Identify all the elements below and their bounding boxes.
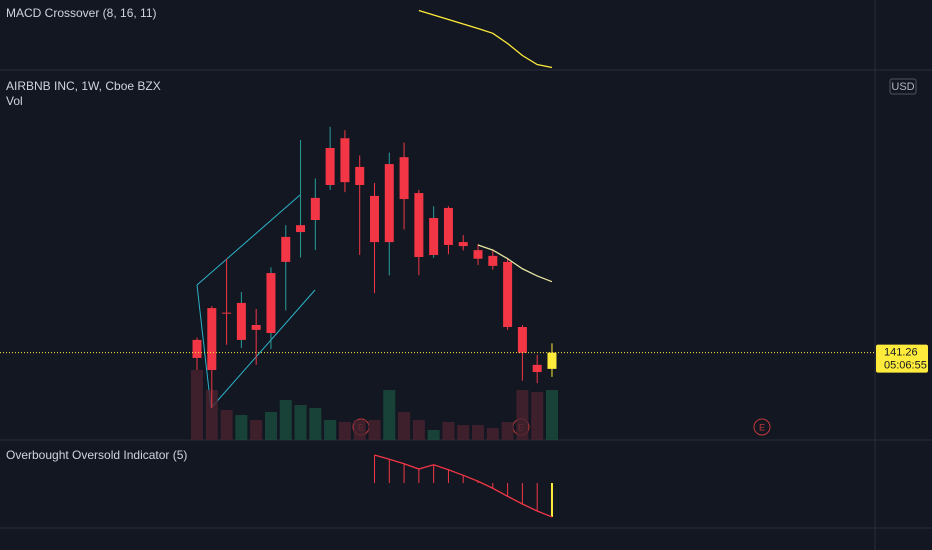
candle-body [473, 250, 483, 259]
candle-body [192, 339, 202, 358]
candle-body [443, 207, 453, 245]
candle-body [251, 324, 261, 330]
volume-bar [398, 412, 411, 440]
volume-bar [279, 400, 292, 440]
candle-body [340, 138, 350, 183]
candle-body [429, 218, 439, 255]
indicator-title: MACD Crossover (8, 16, 11) [6, 6, 157, 20]
candle-body [384, 164, 394, 243]
volume-bar [235, 415, 248, 440]
countdown: 05:06:55 [884, 360, 927, 372]
volume-bar [545, 390, 558, 440]
candle-body [399, 157, 409, 200]
candle-body [532, 364, 542, 373]
trend-line [210, 289, 316, 409]
candle-body [281, 236, 291, 262]
marks [0, 9, 875, 518]
volume-bar [383, 390, 396, 440]
volume-bar [472, 425, 485, 440]
trend-line [196, 194, 301, 286]
volume-bar [338, 422, 351, 440]
volume-bar [220, 410, 233, 440]
candle-body [266, 273, 276, 334]
volume-bar [353, 420, 366, 440]
oscillator-line [374, 454, 553, 518]
chart-subtitle: Vol [6, 94, 23, 108]
candle-body [488, 255, 498, 266]
volume-bar [457, 425, 470, 440]
price-tag [876, 344, 928, 373]
candle-body [547, 352, 557, 369]
volume-bar [294, 405, 307, 440]
candle-body [355, 166, 365, 186]
candle-body [222, 312, 232, 314]
currency-box[interactable] [889, 78, 917, 95]
volume-bar [442, 422, 455, 440]
volume-bar [516, 390, 529, 440]
volume-bar [531, 392, 544, 440]
volume-bar [412, 420, 425, 440]
candle-body [503, 261, 513, 327]
candle-body [517, 326, 527, 353]
candle-body [207, 308, 217, 371]
macd-line [418, 9, 553, 69]
candle-body [236, 302, 246, 340]
candle-body [325, 148, 335, 186]
volume-bar [309, 408, 322, 440]
candle-body [369, 195, 379, 243]
moving-average [477, 244, 553, 283]
candle-body [296, 225, 306, 233]
last-price: 141.26 [884, 347, 918, 359]
volume-bar [486, 428, 499, 440]
candle-body [310, 197, 320, 221]
earnings-marker[interactable] [753, 418, 771, 436]
indicator-title: Overbought Oversold Indicator (5) [6, 448, 187, 462]
candle-body [414, 193, 424, 258]
volume-bar [264, 412, 277, 440]
chart-title: AIRBNB INC, 1W, Cboe BZX [6, 79, 161, 93]
volume-bar [324, 420, 337, 440]
currency: USD [891, 81, 914, 93]
volume-bar [427, 430, 440, 440]
volume-bar [501, 422, 514, 440]
volume-bar [250, 420, 263, 440]
volume-bar [205, 390, 218, 440]
volume-bar [191, 370, 204, 440]
candle-body [458, 242, 468, 247]
volume-bar [368, 420, 381, 440]
earnings-icon: E [759, 422, 765, 432]
trend-line [196, 284, 212, 409]
